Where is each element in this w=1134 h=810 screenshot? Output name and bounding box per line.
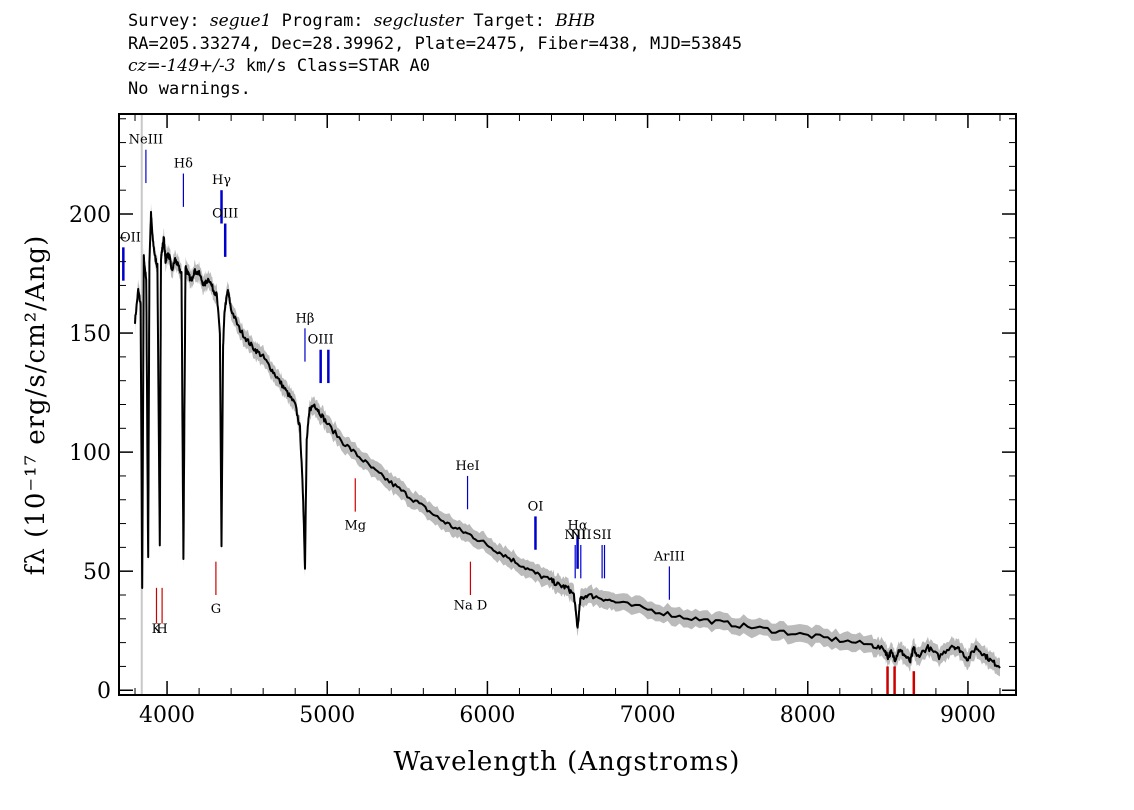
group-label-0: K xyxy=(152,622,162,637)
spectrum-header: Survey: segue1 Program: segcluster Targe… xyxy=(128,10,742,100)
x-tick-label-2: 6000 xyxy=(459,703,515,728)
error-band xyxy=(135,202,1000,677)
feature-ticks xyxy=(122,149,916,695)
x-tick-label-5: 9000 xyxy=(940,703,996,728)
emission-label-0: OII xyxy=(120,230,141,245)
error-layer xyxy=(135,202,1000,677)
header-line-2: RA=205.33274, Dec=28.39962, Plate=2475, … xyxy=(128,33,743,54)
y-tick-label-4: 200 xyxy=(69,203,111,228)
emission-label-2: Hδ xyxy=(174,157,193,172)
x-tick-label-3: 7000 xyxy=(620,703,676,728)
y-tick-label-2: 100 xyxy=(69,441,111,466)
x-tick-label-1: 5000 xyxy=(299,703,355,728)
survey-value: segue1 xyxy=(209,11,272,31)
cz-rest: km/s Class=STAR A0 xyxy=(245,56,430,76)
emission-label-1: NeIII xyxy=(129,133,163,148)
header-line-1: Survey: segue1 Program: segcluster Targe… xyxy=(128,11,596,31)
emission-label-11: Hα xyxy=(568,518,588,533)
target-value: BHB xyxy=(555,11,596,31)
spectrum-line xyxy=(134,210,1001,669)
y-tick-label-0: 0 xyxy=(97,679,111,704)
emission-label-3: Hγ xyxy=(212,173,231,188)
header-line-4: No warnings. xyxy=(128,78,251,99)
emission-label-15: ArIII xyxy=(653,549,685,564)
y-tick-label-1: 50 xyxy=(83,560,111,585)
y-tick-label-3: 150 xyxy=(69,322,111,347)
emission-label-13: SII xyxy=(593,528,612,543)
emission-label-8: HeI xyxy=(455,459,479,474)
emission-label-6: OIII xyxy=(308,333,334,348)
group-label-1: H xyxy=(156,622,167,637)
emission-label-5: Hβ xyxy=(296,311,315,326)
absorption-label-2: G xyxy=(211,602,221,617)
emission-label-12: NII xyxy=(570,528,592,543)
x-axis-title: Wavelength (Angstroms) xyxy=(394,747,741,777)
tick-layer: 4000 5000 6000 7000 8000 9000 0 50 100 150 200 xyxy=(69,114,1016,728)
header-line-3: cz=-149+/-3 km/s Class=STAR A0 xyxy=(128,55,742,78)
cz-value: cz=-149+/-3 xyxy=(128,56,236,76)
y-axis-title: fλ (10⁻¹⁷ erg/s/cm²/Ang) xyxy=(21,235,51,575)
x-tick-label-4: 8000 xyxy=(780,703,836,728)
x-tick-label-0: 4000 xyxy=(139,703,195,728)
emission-label-9: OI xyxy=(528,499,544,514)
absorption-label-3: Mg xyxy=(344,519,366,534)
emission-label-10: NII xyxy=(564,528,586,543)
line-layer xyxy=(134,210,1001,669)
group-label-2: Na D xyxy=(454,598,488,613)
program-value: segcluster xyxy=(373,11,464,31)
plot-frame xyxy=(118,113,1017,696)
emission-label-4: OIII xyxy=(212,207,238,222)
